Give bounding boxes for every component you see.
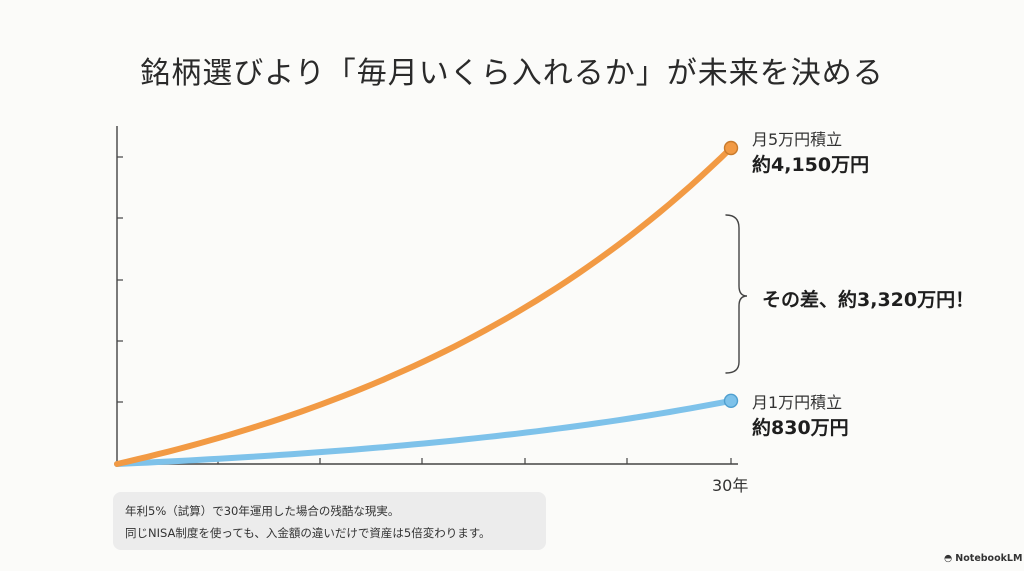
series-endpoint-1man: [723, 393, 739, 408]
y-axis: [116, 126, 123, 464]
series-label-5man: 月5万円積立: [752, 130, 843, 149]
caption-box: 年利5%（試算）で30年運用した場合の残酷な現実。 同じNISA制度を使っても、…: [113, 492, 546, 550]
series-value-1man: 約830万円: [752, 417, 849, 439]
brand-name: NotebookLM: [955, 553, 1023, 564]
difference-brace: [725, 214, 748, 374]
series-line-1man: [114, 397, 734, 467]
caption-line-2: 同じNISA制度を使っても、入金額の違いだけで資産は5倍変わります。: [125, 526, 491, 540]
brand-logo: ◓ NotebookLM: [944, 553, 1022, 564]
caption-line-1: 年利5%（試算）で30年運用した場合の残酷な現実。: [125, 504, 400, 518]
series-value-5man: 約4,150万円: [752, 154, 870, 176]
series-line-5man: [114, 145, 734, 467]
difference-annotation: その差、約3,320万円！: [762, 289, 975, 311]
series-endpoint-5man: [723, 140, 739, 156]
chart-title: 銘柄選びより「毎月いくら入れるか」が未来を決める: [140, 56, 884, 91]
notebooklm-icon: ◓: [944, 553, 953, 564]
x-tick-label-30: 30年: [712, 476, 749, 495]
series-label-1man: 月1万円積立: [752, 393, 843, 412]
